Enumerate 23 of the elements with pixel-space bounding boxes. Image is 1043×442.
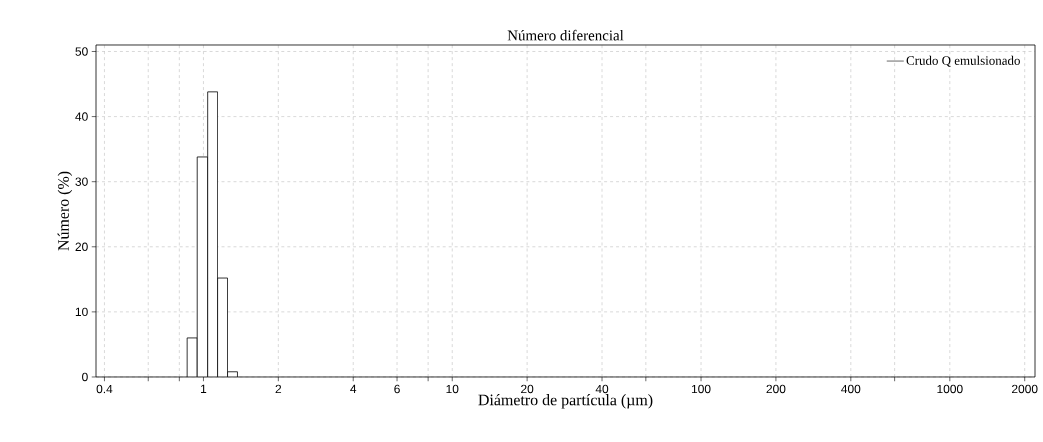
x-tick-label: 20 xyxy=(521,384,534,394)
legend-label: Crudo Q emulsionado xyxy=(906,55,1020,67)
x-tick-label: 2 xyxy=(275,384,282,394)
y-tick-label: 0 xyxy=(82,372,88,382)
chart-title: Número diferencial xyxy=(507,29,624,41)
y-tick-label: 30 xyxy=(75,177,88,186)
y-axis-title: Número (%) xyxy=(57,171,73,251)
x-tick-label: 1000 xyxy=(937,384,963,394)
x-tick-label: 2000 xyxy=(1012,384,1038,394)
x-tick-label: 200 xyxy=(766,384,786,394)
x-tick-label: 40 xyxy=(595,384,609,394)
y-tick-label: 20 xyxy=(75,242,88,252)
y-tick-label: 40 xyxy=(75,112,88,121)
x-tick-label: 6 xyxy=(394,384,400,394)
x-tick-label: 10 xyxy=(446,384,459,394)
y-tick-label: 10 xyxy=(75,307,88,317)
x-axis-title: Diámetro de partícula (µm) xyxy=(478,394,653,409)
x-tick-label: 4 xyxy=(350,384,357,393)
x-tick-label: 1 xyxy=(201,384,207,393)
x-tick-label: 0.4 xyxy=(96,384,113,394)
x-tick-label: 400 xyxy=(841,384,861,394)
y-tick-label: 50 xyxy=(75,47,88,56)
x-tick-label: 100 xyxy=(691,384,711,394)
